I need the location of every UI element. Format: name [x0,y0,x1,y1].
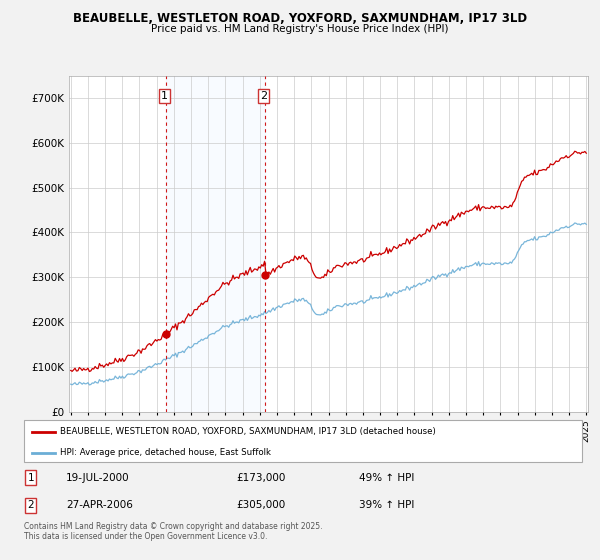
Text: 2: 2 [28,501,34,510]
Text: 39% ↑ HPI: 39% ↑ HPI [359,501,414,510]
Text: 2: 2 [260,91,267,101]
Text: Price paid vs. HM Land Registry's House Price Index (HPI): Price paid vs. HM Land Registry's House … [151,24,449,34]
Text: £173,000: £173,000 [236,473,286,483]
Text: BEAUBELLE, WESTLETON ROAD, YOXFORD, SAXMUNDHAM, IP17 3LD (detached house): BEAUBELLE, WESTLETON ROAD, YOXFORD, SAXM… [60,427,436,436]
Text: 49% ↑ HPI: 49% ↑ HPI [359,473,414,483]
Text: 19-JUL-2000: 19-JUL-2000 [66,473,130,483]
Text: 1: 1 [161,91,168,101]
Text: 1: 1 [28,473,34,483]
Text: £305,000: £305,000 [236,501,285,510]
Text: Contains HM Land Registry data © Crown copyright and database right 2025.
This d: Contains HM Land Registry data © Crown c… [24,522,323,542]
Bar [166,76,265,412]
Text: HPI: Average price, detached house, East Suffolk: HPI: Average price, detached house, East… [60,448,271,458]
Text: BEAUBELLE, WESTLETON ROAD, YOXFORD, SAXMUNDHAM, IP17 3LD: BEAUBELLE, WESTLETON ROAD, YOXFORD, SAXM… [73,12,527,25]
Text: 27-APR-2006: 27-APR-2006 [66,501,133,510]
